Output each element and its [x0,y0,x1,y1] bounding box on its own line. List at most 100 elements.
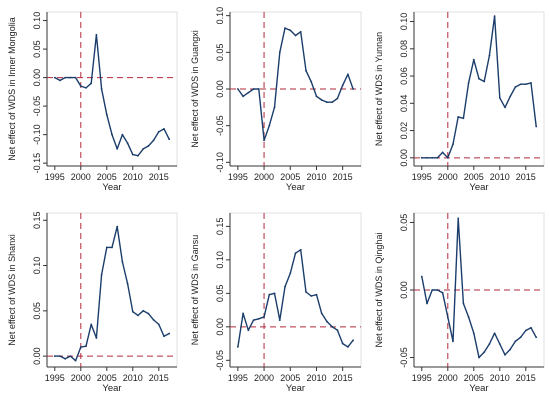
data-point [315,95,318,98]
data-point [462,117,465,120]
y-axis-title: Net effect of WDS in Yunnan [374,32,384,146]
x-axis-title: Year [102,182,121,193]
x-tick-label: 2000 [254,172,274,182]
x-tick-label: 2005 [280,172,300,182]
data-point [85,86,87,89]
data-point [131,310,134,313]
x-tick-label: 2010 [123,373,143,383]
data-point [336,329,339,332]
data-point [519,83,522,86]
y-tick-label: 0.08 [399,40,409,58]
data-point [352,88,355,90]
y-tick-label: -0.05 [215,115,225,136]
chart-shanxi: 0.00 0.05 0.10 0.15 1995 2000 2005 2010 2015 Year… [0,201,183,402]
data-point [446,316,449,318]
y-tick-label: 0.02 [399,122,409,140]
data-point [284,285,286,288]
data-point [168,138,171,141]
data-point [341,84,344,87]
data-point [504,106,506,109]
data-point [85,345,87,348]
data-point [126,142,129,145]
data-point [478,356,480,359]
y-tick-label: -0.05 [399,347,409,368]
x-tick-label: 1995 [45,172,65,182]
data-point [483,351,486,354]
x-tick-label: 2000 [438,373,458,383]
y-tick-label: 0.10 [215,251,225,269]
data-point [535,125,538,128]
plot-area [46,11,178,167]
data-point [420,275,423,278]
x-tick-label: 2010 [306,172,326,182]
data-point [273,106,276,109]
data-point [431,156,434,159]
y-tick-label: 0.05 [32,302,42,320]
data-point [331,101,334,104]
data-point [524,329,527,332]
data-point [131,153,134,156]
data-point [157,130,160,133]
data-point [90,323,93,326]
y-tick-label: 0.05 [32,40,42,58]
x-axis-title: Year [286,182,305,193]
y-tick-label: 0.10 [32,257,42,275]
data-point [352,339,355,342]
data-point [336,97,339,100]
x-tick-label: 2015 [333,373,353,383]
data-point [294,34,297,37]
data-point [326,320,328,323]
y-tick-label: 0.00 [399,281,409,299]
y-tick-label: 0.00 [215,80,225,98]
data-point [79,85,82,88]
data-point [514,340,517,343]
data-point [142,309,145,312]
data-point [64,76,67,79]
data-point [147,312,150,315]
y-axis-title: Net effect of WDS in Shanxi [7,234,17,345]
x-tick-label: 1995 [228,172,248,182]
y-tick-label: -0.05 [32,96,42,117]
data-point [142,147,145,150]
data-point [242,312,244,315]
data-point [436,289,439,291]
data-point [452,143,454,146]
data-point [90,82,93,85]
data-point [347,346,349,348]
y-tick-label: 0.10 [32,12,42,30]
y-tick-label: 0.04 [399,95,409,113]
data-point [247,91,250,94]
y-tick-label: 0.00 [215,318,225,336]
data-point [252,319,255,322]
data-point [163,335,165,338]
data-point [163,128,165,130]
x-tick-label: 2000 [71,373,91,383]
data-point [263,315,265,318]
x-tick-label: 2000 [71,172,91,182]
data-point [116,225,119,228]
data-point [157,323,160,326]
y-tick-label: 0.05 [215,44,225,62]
data-point [462,302,465,305]
data-point [535,336,538,339]
x-axis-title: Year [469,182,488,193]
y-tick-label: -0.05 [215,350,225,371]
y-tick-label: -0.10 [32,124,42,145]
y-tick-label: 0.00 [32,347,42,365]
data-point [247,329,250,332]
x-axis-title: Year [286,383,305,394]
data-point [488,54,491,57]
x-tick-label: 2000 [254,373,274,383]
data-point [64,357,67,360]
data-point [509,348,512,351]
data-point [105,113,108,116]
data-point [59,79,61,82]
data-point [504,353,506,356]
data-point [278,51,281,54]
x-tick-label: 2010 [490,172,510,182]
data-point [457,116,460,118]
data-point [441,291,444,294]
x-tick-label: 1995 [412,373,432,383]
data-point [493,332,496,335]
